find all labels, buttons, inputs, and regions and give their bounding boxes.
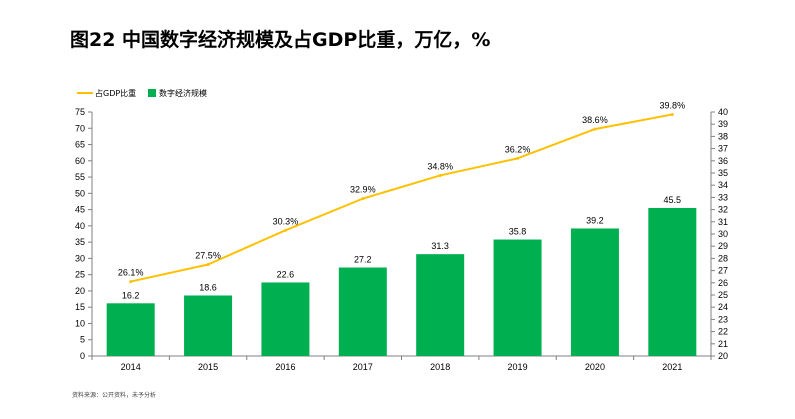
line-data-label: 32.9% <box>350 185 376 195</box>
left-tick-label: 0 <box>80 351 85 361</box>
line-point <box>670 112 674 116</box>
right-tick-label: 40 <box>718 107 728 117</box>
left-tick-label: 5 <box>80 335 85 345</box>
right-tick-label: 27 <box>718 266 728 276</box>
left-tick-label: 75 <box>75 107 85 117</box>
right-tick-label: 31 <box>718 217 728 227</box>
x-tick-label: 2014 <box>121 362 141 372</box>
left-tick-label: 65 <box>75 140 85 150</box>
line-point <box>438 173 442 177</box>
line-data-label: 38.6% <box>582 115 608 125</box>
left-tick-label: 20 <box>75 286 85 296</box>
x-tick-label: 2019 <box>508 362 528 372</box>
x-tick-label: 2015 <box>198 362 218 372</box>
line-data-label: 36.2% <box>505 144 531 154</box>
bar <box>184 295 233 356</box>
right-tick-label: 22 <box>718 327 728 337</box>
line-data-label: 30.3% <box>273 216 299 226</box>
bar <box>106 303 155 356</box>
right-tick-label: 38 <box>718 131 728 141</box>
right-tick-label: 28 <box>718 253 728 263</box>
bar-data-label: 22.6 <box>277 269 295 279</box>
bar-data-label: 16.2 <box>122 290 140 300</box>
right-tick-label: 24 <box>718 302 728 312</box>
line-point <box>129 280 133 284</box>
x-tick-label: 2020 <box>585 362 605 372</box>
line-data-label: 26.1% <box>118 268 144 278</box>
left-tick-label: 60 <box>75 156 85 166</box>
line-data-label: 34.8% <box>427 161 453 171</box>
bar <box>570 228 619 356</box>
bar <box>261 282 310 356</box>
right-tick-label: 23 <box>718 314 728 324</box>
bar-data-label: 39.2 <box>586 215 604 225</box>
right-tick-label: 37 <box>718 144 728 154</box>
line-point <box>206 263 210 266</box>
x-tick-label: 2016 <box>275 362 295 372</box>
x-tick-label: 2017 <box>353 362 373 372</box>
left-tick-label: 15 <box>75 302 85 312</box>
bar-data-label: 35.8 <box>509 227 527 237</box>
bar <box>493 239 542 356</box>
right-tick-label: 39 <box>718 119 728 129</box>
line-point <box>361 197 365 201</box>
chart-title: 图22 中国数字经济规模及占GDP比重，万亿，% <box>70 29 491 51</box>
right-tick-label: 25 <box>718 290 728 300</box>
right-tick-label: 32 <box>718 205 728 215</box>
left-tick-label: 55 <box>75 172 85 182</box>
bar <box>416 254 465 356</box>
right-tick-label: 33 <box>718 192 728 202</box>
left-tick-label: 70 <box>75 123 85 133</box>
right-tick-label: 34 <box>718 180 728 190</box>
left-tick-label: 35 <box>75 237 85 247</box>
legend-line-label: 占GDP比重 <box>95 88 136 98</box>
line-point <box>593 127 597 131</box>
bar-data-label: 45.5 <box>664 195 682 205</box>
left-tick-label: 45 <box>75 205 85 215</box>
right-tick-label: 30 <box>718 229 728 239</box>
right-tick-label: 35 <box>718 168 728 178</box>
bar-data-label: 31.3 <box>431 241 449 251</box>
x-tick-label: 2021 <box>662 362 682 372</box>
left-tick-label: 25 <box>75 270 85 280</box>
right-tick-label: 20 <box>718 351 728 361</box>
bar-data-label: 18.6 <box>199 282 217 292</box>
line-data-label: 27.5% <box>195 251 221 261</box>
left-tick-label: 30 <box>75 253 85 263</box>
bar <box>338 267 387 356</box>
legend: 占GDP比重 数字经济规模 <box>77 88 207 98</box>
left-tick-label: 50 <box>75 188 85 198</box>
bar <box>648 207 697 356</box>
bar-data-label: 27.2 <box>354 255 372 265</box>
x-tick-label: 2018 <box>430 362 450 372</box>
right-tick-label: 29 <box>718 241 728 251</box>
legend-bar-swatch <box>148 89 156 97</box>
series-line <box>130 113 673 283</box>
left-tick-label: 10 <box>75 318 85 328</box>
right-tick-label: 36 <box>718 156 728 166</box>
left-tick-label: 40 <box>75 221 85 231</box>
line-point <box>283 228 287 232</box>
line-data-label: 39.8% <box>660 100 686 110</box>
source-note: 资料来源：公开资料，未予分析 <box>72 392 157 399</box>
line-point <box>516 156 520 160</box>
right-tick-label: 21 <box>718 339 728 349</box>
right-tick-label: 26 <box>718 278 728 288</box>
legend-bar-label: 数字经济规模 <box>159 88 207 98</box>
